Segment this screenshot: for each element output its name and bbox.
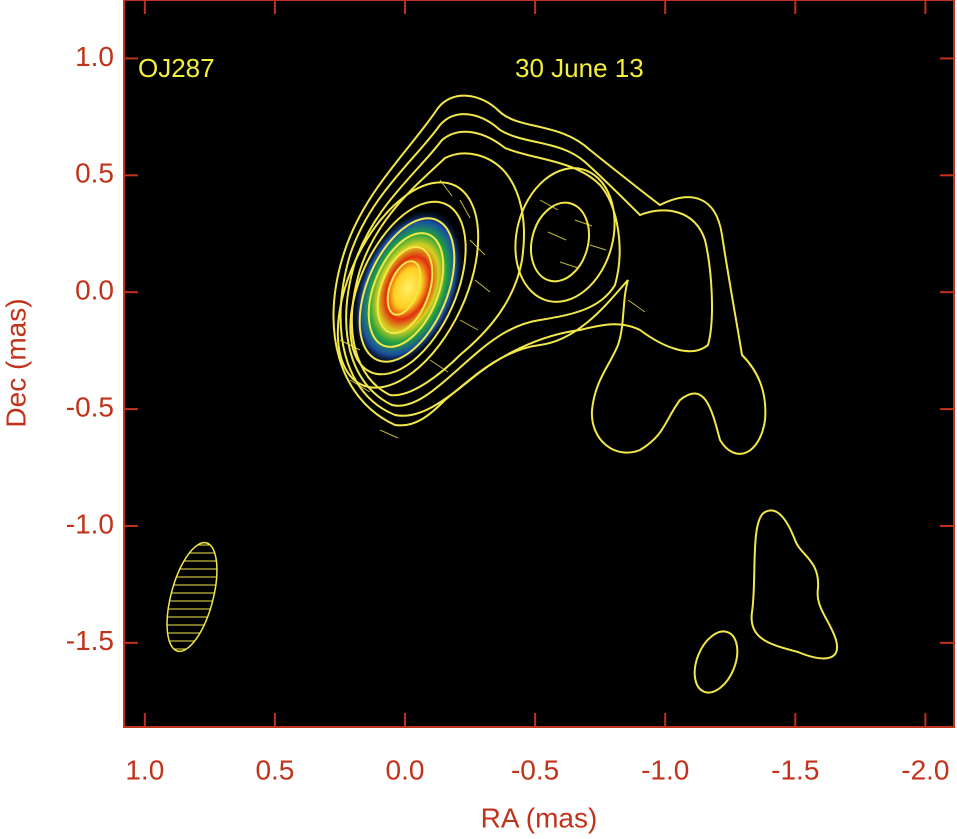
x-tick-label: -1.0 — [641, 754, 689, 785]
y-tick-label: -1.5 — [66, 625, 114, 656]
intensity-map — [352, 209, 464, 367]
x-tick-label: -0.5 — [511, 754, 559, 785]
y-axis-label: Dec (mas) — [0, 298, 31, 427]
x-tick-label: 1.0 — [125, 754, 164, 785]
date-label: 30 June 13 — [515, 53, 644, 83]
y-tick-label: -0.5 — [66, 391, 114, 422]
contours — [332, 94, 839, 694]
x-tick-label: -1.5 — [771, 754, 819, 785]
y-tick-label: 0.5 — [75, 158, 114, 189]
x-tick-label: -2.0 — [901, 754, 949, 785]
plot-area — [123, 0, 955, 728]
y-tick-label: 1.0 — [75, 41, 114, 72]
y-tick-label: 0.0 — [75, 275, 114, 306]
polarization-vectors — [339, 179, 646, 439]
source-label: OJ287 — [138, 53, 215, 83]
x-tick-label: 0.0 — [386, 754, 425, 785]
x-axis-label: RA (mas) — [481, 802, 598, 833]
y-tick-label: -1.0 — [66, 508, 114, 539]
core-intensity — [352, 209, 464, 367]
x-tick-label: 0.5 — [255, 754, 294, 785]
